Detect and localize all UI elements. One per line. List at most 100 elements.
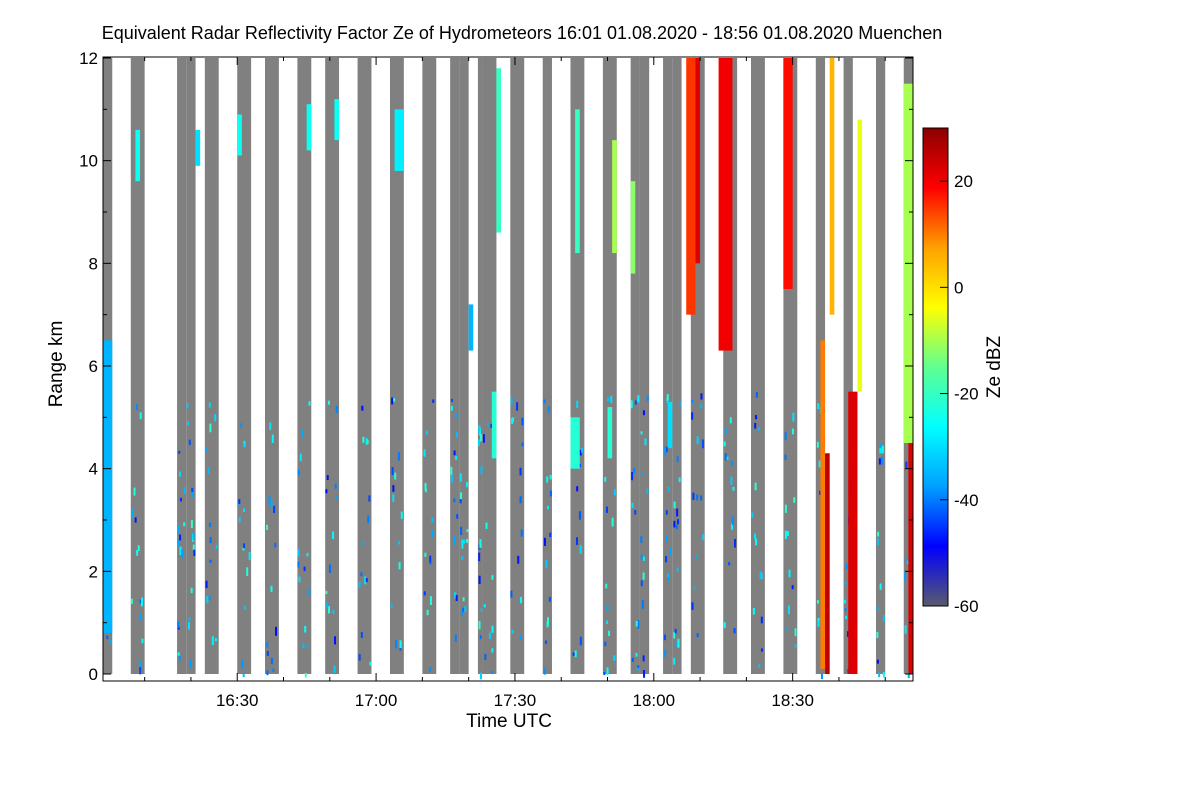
echo-speckle	[179, 546, 182, 556]
echo-speckle	[754, 482, 757, 491]
echo-speckle	[784, 504, 787, 513]
echo-speckle	[844, 582, 847, 586]
data-column	[570, 58, 585, 674]
echo-speckle	[607, 397, 610, 402]
echo-feature	[667, 401, 673, 449]
echo-speckle	[299, 453, 302, 462]
echo-speckle	[876, 606, 879, 611]
echo-feature	[857, 119, 863, 392]
echo-speckle	[364, 576, 367, 585]
echo-speckle	[191, 487, 194, 492]
echo-speckle	[478, 575, 481, 584]
x-axis-title: Time UTC	[466, 711, 552, 732]
echo-speckle	[877, 531, 880, 537]
echo-speckle	[362, 436, 365, 443]
echo-speckle	[520, 529, 523, 537]
echo-speckle	[876, 659, 879, 664]
echo-speckle	[177, 621, 180, 628]
echo-speckle	[485, 522, 488, 530]
echo-speckle	[209, 537, 212, 544]
echo-speckle	[209, 423, 212, 433]
echo-speckle	[242, 543, 245, 549]
echo-speckle	[817, 403, 820, 410]
echo-speckle	[519, 596, 522, 604]
echo-speckle	[700, 495, 703, 501]
echo-speckle	[460, 492, 463, 500]
echo-speckle	[456, 412, 459, 419]
colorbar-title: Ze dBZ	[984, 335, 1005, 398]
echo-speckle	[604, 641, 607, 647]
echo-feature	[468, 304, 474, 351]
echo-speckle	[608, 630, 611, 637]
echo-speckle	[431, 530, 434, 538]
echo-speckle	[816, 600, 819, 604]
echo-speckle	[139, 412, 142, 420]
echo-speckle	[243, 605, 246, 610]
echo-speckle	[450, 466, 453, 475]
echo-speckle	[516, 402, 519, 411]
data-column	[630, 58, 640, 674]
echo-speckle	[605, 620, 608, 625]
echo-speckle	[177, 652, 180, 656]
echo-speckle	[308, 401, 311, 406]
echo-speckle	[302, 643, 305, 649]
echo-speckle	[605, 506, 608, 513]
echo-speckle	[488, 632, 491, 639]
x-tick-label: 18:00	[633, 691, 676, 710]
echo-speckle	[691, 412, 694, 420]
echo-speckle	[724, 453, 727, 461]
echo-speckle	[549, 532, 552, 538]
echo-speckle	[460, 526, 463, 536]
x-tick-label: 17:30	[494, 691, 537, 710]
echo-speckle	[673, 631, 676, 639]
echo-speckle	[326, 475, 329, 481]
echo-speckle	[665, 556, 668, 563]
echo-speckle	[548, 597, 551, 602]
echo-speckle	[431, 517, 434, 523]
echo-speckle	[243, 440, 246, 447]
echo-speckle	[190, 587, 193, 594]
echo-speckle	[193, 549, 196, 557]
data-column	[130, 58, 145, 674]
echo-speckle	[678, 477, 681, 483]
data-column	[477, 58, 483, 674]
echo-speckle	[646, 395, 649, 402]
echo-speckle	[676, 508, 679, 517]
echo-speckle	[882, 672, 885, 678]
echo-speckle	[642, 410, 645, 416]
echo-speckle	[667, 486, 670, 492]
echo-speckle	[664, 649, 667, 657]
echo-speckle	[759, 571, 762, 580]
echo-speckle	[666, 393, 669, 401]
echo-speckle	[484, 653, 487, 660]
echo-speckle	[335, 405, 338, 413]
echo-speckle	[491, 648, 494, 653]
echo-speckle	[450, 475, 453, 483]
echo-speckle	[784, 432, 787, 441]
echo-speckle	[631, 657, 634, 662]
echo-speckle	[450, 405, 453, 411]
echo-speckle	[423, 449, 426, 457]
echo-speckle	[581, 448, 584, 453]
colorbar	[922, 127, 949, 607]
echo-speckle	[242, 673, 245, 677]
echo-speckle	[794, 628, 797, 637]
echo-speckle	[269, 422, 272, 430]
colorbar-tick-label: 20	[954, 172, 973, 191]
echo-speckle	[480, 433, 483, 442]
echo-speckle	[574, 650, 577, 658]
echo-speckle	[729, 417, 732, 424]
echo-speckle	[395, 640, 398, 649]
echo-speckle	[453, 535, 456, 545]
echo-speckle	[137, 545, 140, 551]
y-tick-label: 6	[89, 357, 98, 376]
echo-speckle	[360, 572, 363, 577]
echo-speckle	[642, 572, 645, 580]
echo-feature	[575, 109, 580, 254]
x-tick-label: 18:30	[771, 691, 814, 710]
echo-speckle	[211, 636, 214, 645]
echo-speckle	[398, 562, 401, 570]
echo-speckle	[517, 555, 520, 564]
echo-speckle	[455, 432, 458, 438]
echo-speckle	[701, 439, 704, 449]
